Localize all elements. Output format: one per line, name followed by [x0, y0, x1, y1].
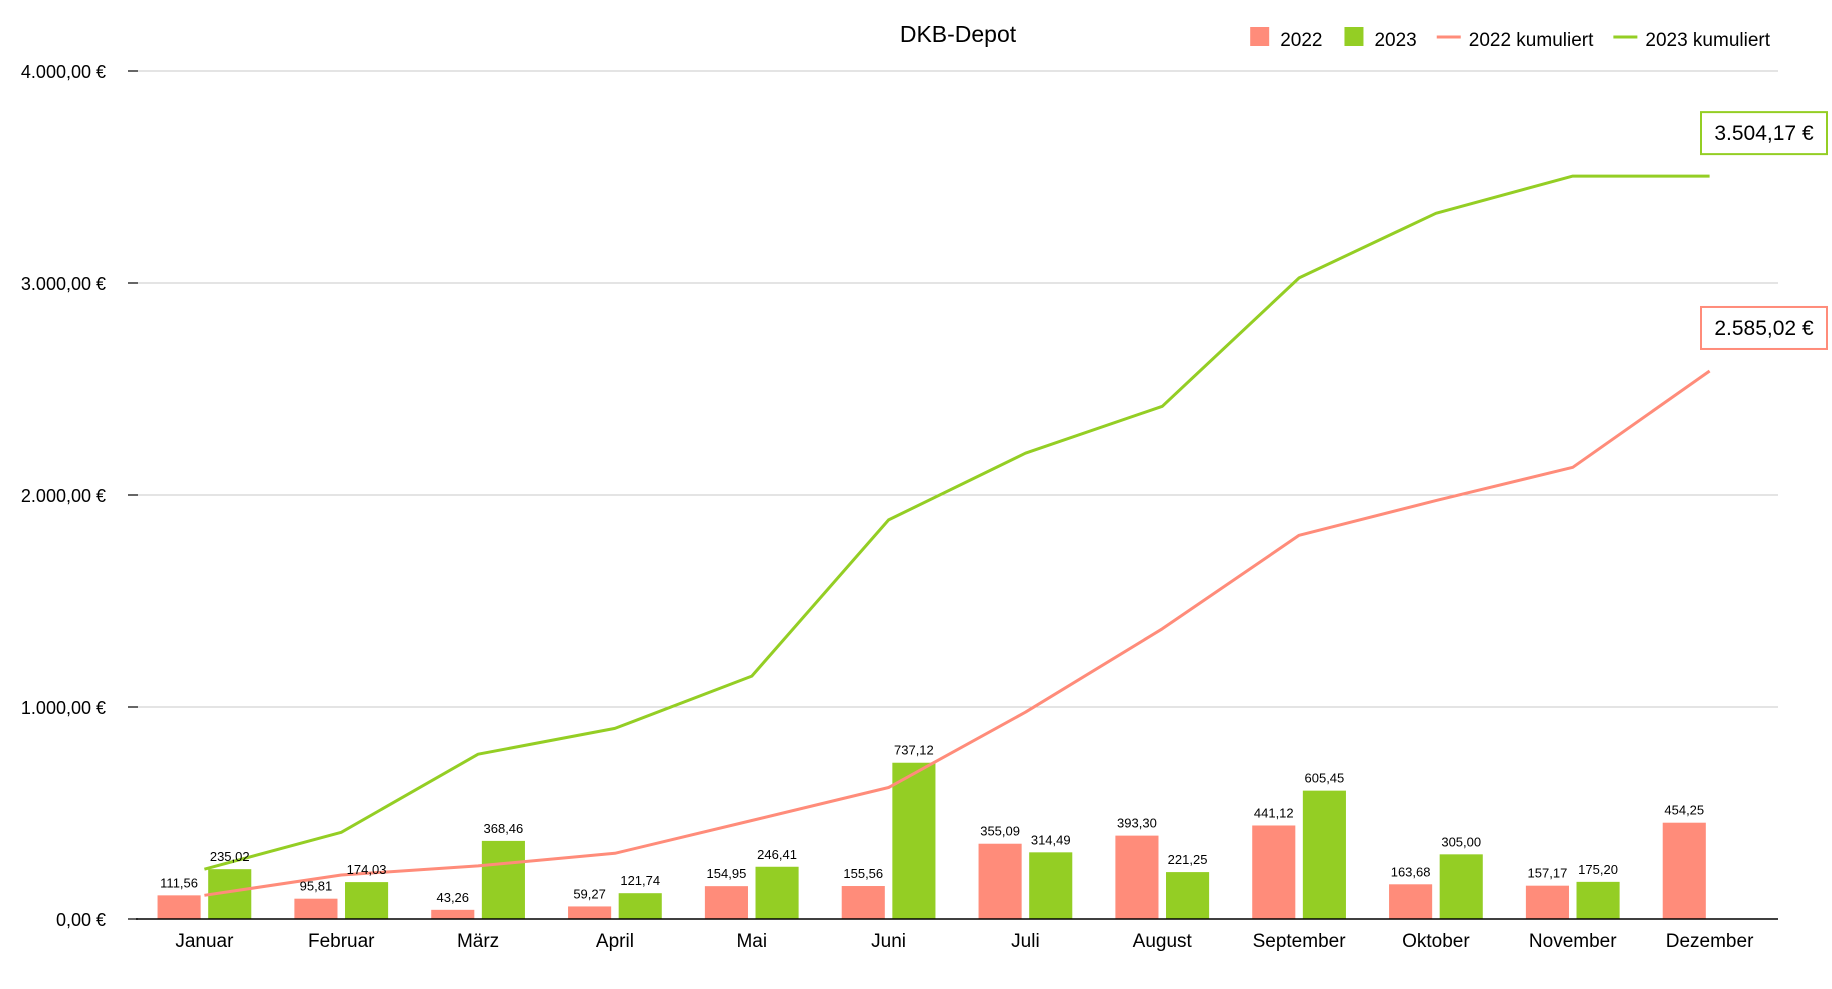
x-tick-label-november: November	[1529, 931, 1617, 952]
callout-box-2023-kumuliert	[1700, 111, 1828, 156]
bar-2023-februar	[345, 882, 389, 919]
x-tick-label-august: August	[1133, 931, 1193, 952]
y-gridlines	[136, 70, 1778, 708]
bar-label-2022-februar: 95,81	[300, 879, 333, 894]
bar-2022-november	[1525, 885, 1569, 919]
bar-label-2022-januar: 111,56	[160, 875, 198, 890]
x-tick-label-april: April	[596, 931, 634, 952]
bar-2023-oktober	[1439, 854, 1483, 919]
bar-2022-august	[1115, 835, 1159, 919]
bar-2023-juli	[1029, 852, 1073, 919]
bar-2023-maerz	[481, 840, 525, 919]
x-tick-label-februar: Februar	[308, 931, 375, 952]
bar-label-2022-september: 441,12	[1254, 805, 1294, 820]
chart-title: DKB-Depot	[900, 21, 1017, 47]
bar-2023-august	[1166, 872, 1210, 919]
legend-2022-kumuliert-label: 2022 kumuliert	[1469, 30, 1594, 51]
bar-2022-oktober	[1389, 884, 1433, 919]
callout-box-2022-kumuliert	[1700, 305, 1828, 350]
line-2022-kumuliert	[204, 369, 1711, 897]
legend-2023-swatch	[1344, 27, 1364, 46]
bar-2023-april	[618, 893, 662, 919]
callout-label-2022-kumuliert: 2.585,02 €	[1714, 317, 1814, 340]
callout-label-2023-kumuliert: 3.504,17 €	[1714, 122, 1814, 145]
y-tick-label-1000: 1.000,00 €	[21, 698, 106, 718]
bar-label-2023-september: 605,45	[1305, 771, 1345, 786]
bar-2023-november	[1576, 881, 1620, 919]
x-tick-label-januar: Januar	[175, 931, 234, 952]
bar-label-2023-mai: 246,41	[757, 847, 797, 862]
bar-label-2022-juni: 155,56	[843, 866, 883, 881]
bar-label-2022-juli: 355,09	[980, 824, 1020, 839]
x-tick-label-oktober: Oktober	[1402, 931, 1470, 952]
y-tick-label-4000: 4.000,00 €	[21, 62, 106, 82]
bar-2022-dezember	[1662, 822, 1706, 919]
bar-label-2023-januar: 235,02	[210, 849, 250, 864]
bar-label-2022-november: 157,17	[1528, 866, 1568, 881]
bar-label-2023-april: 121,74	[620, 873, 660, 888]
bar-2022-maerz	[431, 909, 475, 919]
bar-label-2022-april: 59,27	[573, 886, 606, 901]
bar-2022-januar	[157, 895, 201, 919]
x-tick-label-juli: Juli	[1011, 931, 1040, 952]
chart-legend: 2022 2023 2022 kumuliert 2023 kumuliert	[1250, 27, 1771, 51]
y-tick-label-0: 0,00 €	[56, 910, 106, 930]
bar-label-2023-maerz: 368,46	[484, 821, 524, 836]
lines-group	[204, 174, 1711, 897]
line-2023-kumuliert	[204, 174, 1710, 871]
bar-label-2022-maerz: 43,26	[436, 890, 469, 905]
bar-2023-juni	[892, 762, 936, 919]
bar-label-2023-oktober: 305,00	[1441, 834, 1481, 849]
bar-label-2023-juni: 737,12	[894, 743, 934, 758]
x-tick-label-maerz: März	[457, 931, 499, 952]
legend-2022-swatch	[1250, 27, 1270, 46]
bar-label-2023-august: 221,25	[1168, 852, 1208, 867]
bar-label-2022-august: 393,30	[1117, 816, 1157, 831]
bar-label-2023-februar: 174,03	[347, 862, 387, 877]
legend-2022-label: 2022	[1280, 30, 1322, 51]
bar-label-2022-mai: 154,95	[707, 866, 747, 881]
y-tick-label-3000: 3.000,00 €	[21, 274, 106, 294]
bar-2023-mai	[755, 866, 799, 919]
bar-2022-september	[1252, 825, 1296, 919]
x-tick-label-mai: Mai	[736, 931, 767, 952]
legend-2023-kumuliert-label: 2023 kumuliert	[1645, 30, 1770, 51]
y-axis: 0,00 € 1.000,00 € 2.000,00 € 3.000,00 € 4.00…	[21, 62, 138, 930]
bar-2022-juli	[978, 843, 1022, 919]
x-axis: Januar Februar März April Mai Juni Juli August S…	[136, 918, 1778, 952]
x-tick-label-dezember: Dezember	[1666, 931, 1754, 952]
x-tick-label-juni: Juni	[871, 931, 906, 952]
bar-label-2022-oktober: 163,68	[1391, 864, 1431, 879]
bar-label-2023-juli: 314,49	[1031, 832, 1071, 847]
callouts-group: 3.504,17 € 2.585,02 €	[1700, 111, 1828, 350]
legend-2023-label: 2023	[1374, 30, 1416, 51]
bars-group	[157, 762, 1706, 919]
y-tick-label-2000: 2.000,00 €	[21, 486, 106, 506]
x-tick-label-september: September	[1253, 931, 1347, 952]
bar-label-2022-dezember: 454,25	[1664, 803, 1704, 818]
bar-2023-september	[1302, 790, 1346, 919]
bar-labels-group: 111,56 95,81 43,26 59,27 154,95 155,56 355,09 3…	[160, 743, 1704, 905]
bar-label-2023-november: 175,20	[1578, 862, 1618, 877]
bar-2022-mai	[704, 886, 748, 919]
bar-2022-april	[568, 906, 612, 919]
bar-2022-februar	[294, 898, 338, 919]
bar-2022-juni	[841, 886, 885, 919]
